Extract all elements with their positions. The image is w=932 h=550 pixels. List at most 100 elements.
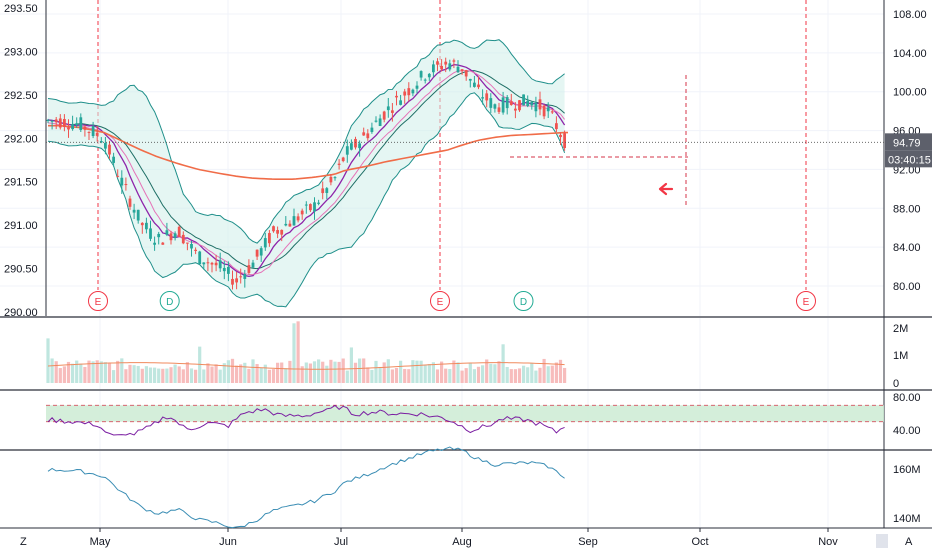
candle-body	[58, 118, 62, 128]
settings-square-icon[interactable]	[876, 534, 888, 548]
dividend-marker[interactable]	[513, 291, 534, 311]
volume-bar	[288, 360, 292, 383]
volume-bar	[538, 367, 542, 383]
candle-body	[149, 228, 152, 239]
candle-body	[313, 202, 316, 212]
volume-bar	[530, 363, 534, 383]
volume-bar	[440, 361, 444, 383]
candle-body	[341, 157, 345, 162]
volume-bar	[481, 365, 485, 383]
candle-body	[337, 163, 341, 165]
candle-body	[190, 243, 193, 249]
earnings-marker[interactable]	[88, 291, 108, 311]
x-tick-label: Aug	[452, 536, 472, 548]
candle-body	[214, 262, 218, 266]
candle-body	[509, 101, 513, 105]
dividend-marker[interactable]	[159, 291, 180, 311]
candle-body	[202, 262, 206, 265]
volume-bar	[358, 358, 362, 383]
candle-body	[268, 233, 271, 244]
candle-body	[444, 61, 448, 65]
candle-body	[432, 64, 435, 73]
volume-bar	[255, 364, 259, 383]
candle-body	[177, 226, 181, 238]
candle-body	[468, 78, 472, 81]
volume-bar	[476, 366, 481, 383]
candle-body	[108, 144, 111, 155]
volume-bar	[370, 369, 374, 383]
candle-body	[255, 249, 259, 257]
volume-bar	[378, 367, 382, 383]
candle-body	[104, 142, 107, 149]
earnings-marker[interactable]	[796, 291, 816, 311]
timezone-button-label: Z	[20, 536, 27, 548]
candle-body	[235, 278, 238, 283]
volume-bar	[509, 369, 513, 383]
candle-body	[79, 117, 83, 130]
volume-bar	[243, 362, 247, 383]
candle-body	[124, 184, 128, 186]
candle-body	[272, 226, 275, 232]
volume-bar	[157, 368, 161, 383]
candle-body	[157, 233, 161, 238]
lower-indicator-line	[47, 446, 565, 529]
volume-bar	[148, 367, 153, 383]
left-tick-label: 293.50	[4, 3, 38, 15]
volume-tick-label: 1M	[893, 350, 908, 362]
volume-bar	[546, 366, 550, 383]
candle-body	[497, 107, 501, 112]
volume-bar	[58, 368, 62, 383]
candle-body	[218, 260, 222, 269]
volume-bar	[534, 370, 538, 383]
candle-body	[54, 119, 58, 123]
volume-bar	[452, 360, 456, 383]
volume-bar	[411, 360, 415, 383]
earnings-marker[interactable]	[430, 291, 450, 311]
volume-bar	[95, 360, 99, 383]
countdown-box	[885, 150, 932, 168]
rsi-panel	[46, 404, 884, 436]
candle-body	[530, 101, 534, 106]
countdown-label: 03:40:15	[888, 154, 931, 166]
volume-bar	[460, 370, 464, 383]
volume-bar	[169, 367, 173, 383]
arrow-left-icon	[658, 182, 674, 196]
candle-body	[415, 85, 419, 89]
candle-body	[382, 111, 386, 120]
volume-bar	[374, 360, 378, 383]
volume-bar	[448, 368, 452, 383]
candle-body	[99, 141, 103, 143]
candle-body	[153, 242, 156, 245]
volume-bar	[317, 359, 321, 383]
rsi-tick-label: 40.00	[893, 425, 921, 437]
candle-body	[243, 274, 247, 279]
volume-bar	[263, 364, 267, 383]
volume-bar	[464, 368, 468, 383]
candle-body	[329, 176, 333, 183]
volume-bar	[362, 358, 366, 383]
candle-body	[452, 60, 456, 62]
candle-body	[50, 120, 54, 122]
candle-body	[206, 262, 210, 264]
candle-body	[132, 209, 136, 213]
x-tick-label: Oct	[691, 536, 708, 548]
volume-bar	[407, 369, 411, 383]
candle-body	[477, 84, 480, 88]
volume-bar	[177, 366, 181, 383]
volume-bar	[333, 361, 337, 383]
candle-body	[128, 198, 132, 207]
volume-bar	[112, 370, 116, 383]
volume-bar	[517, 368, 522, 383]
candle-body	[399, 100, 402, 105]
right-tick-label: 100.00	[893, 87, 927, 99]
candle-body	[67, 127, 70, 130]
candle-body	[481, 97, 484, 99]
auto-scale-button-label: A	[905, 536, 913, 548]
volume-bar	[558, 359, 563, 383]
volume-bar	[563, 367, 567, 383]
candle-body	[485, 93, 489, 101]
candle-body	[247, 265, 251, 273]
volume-bar	[271, 369, 276, 383]
candle-body	[501, 97, 505, 113]
